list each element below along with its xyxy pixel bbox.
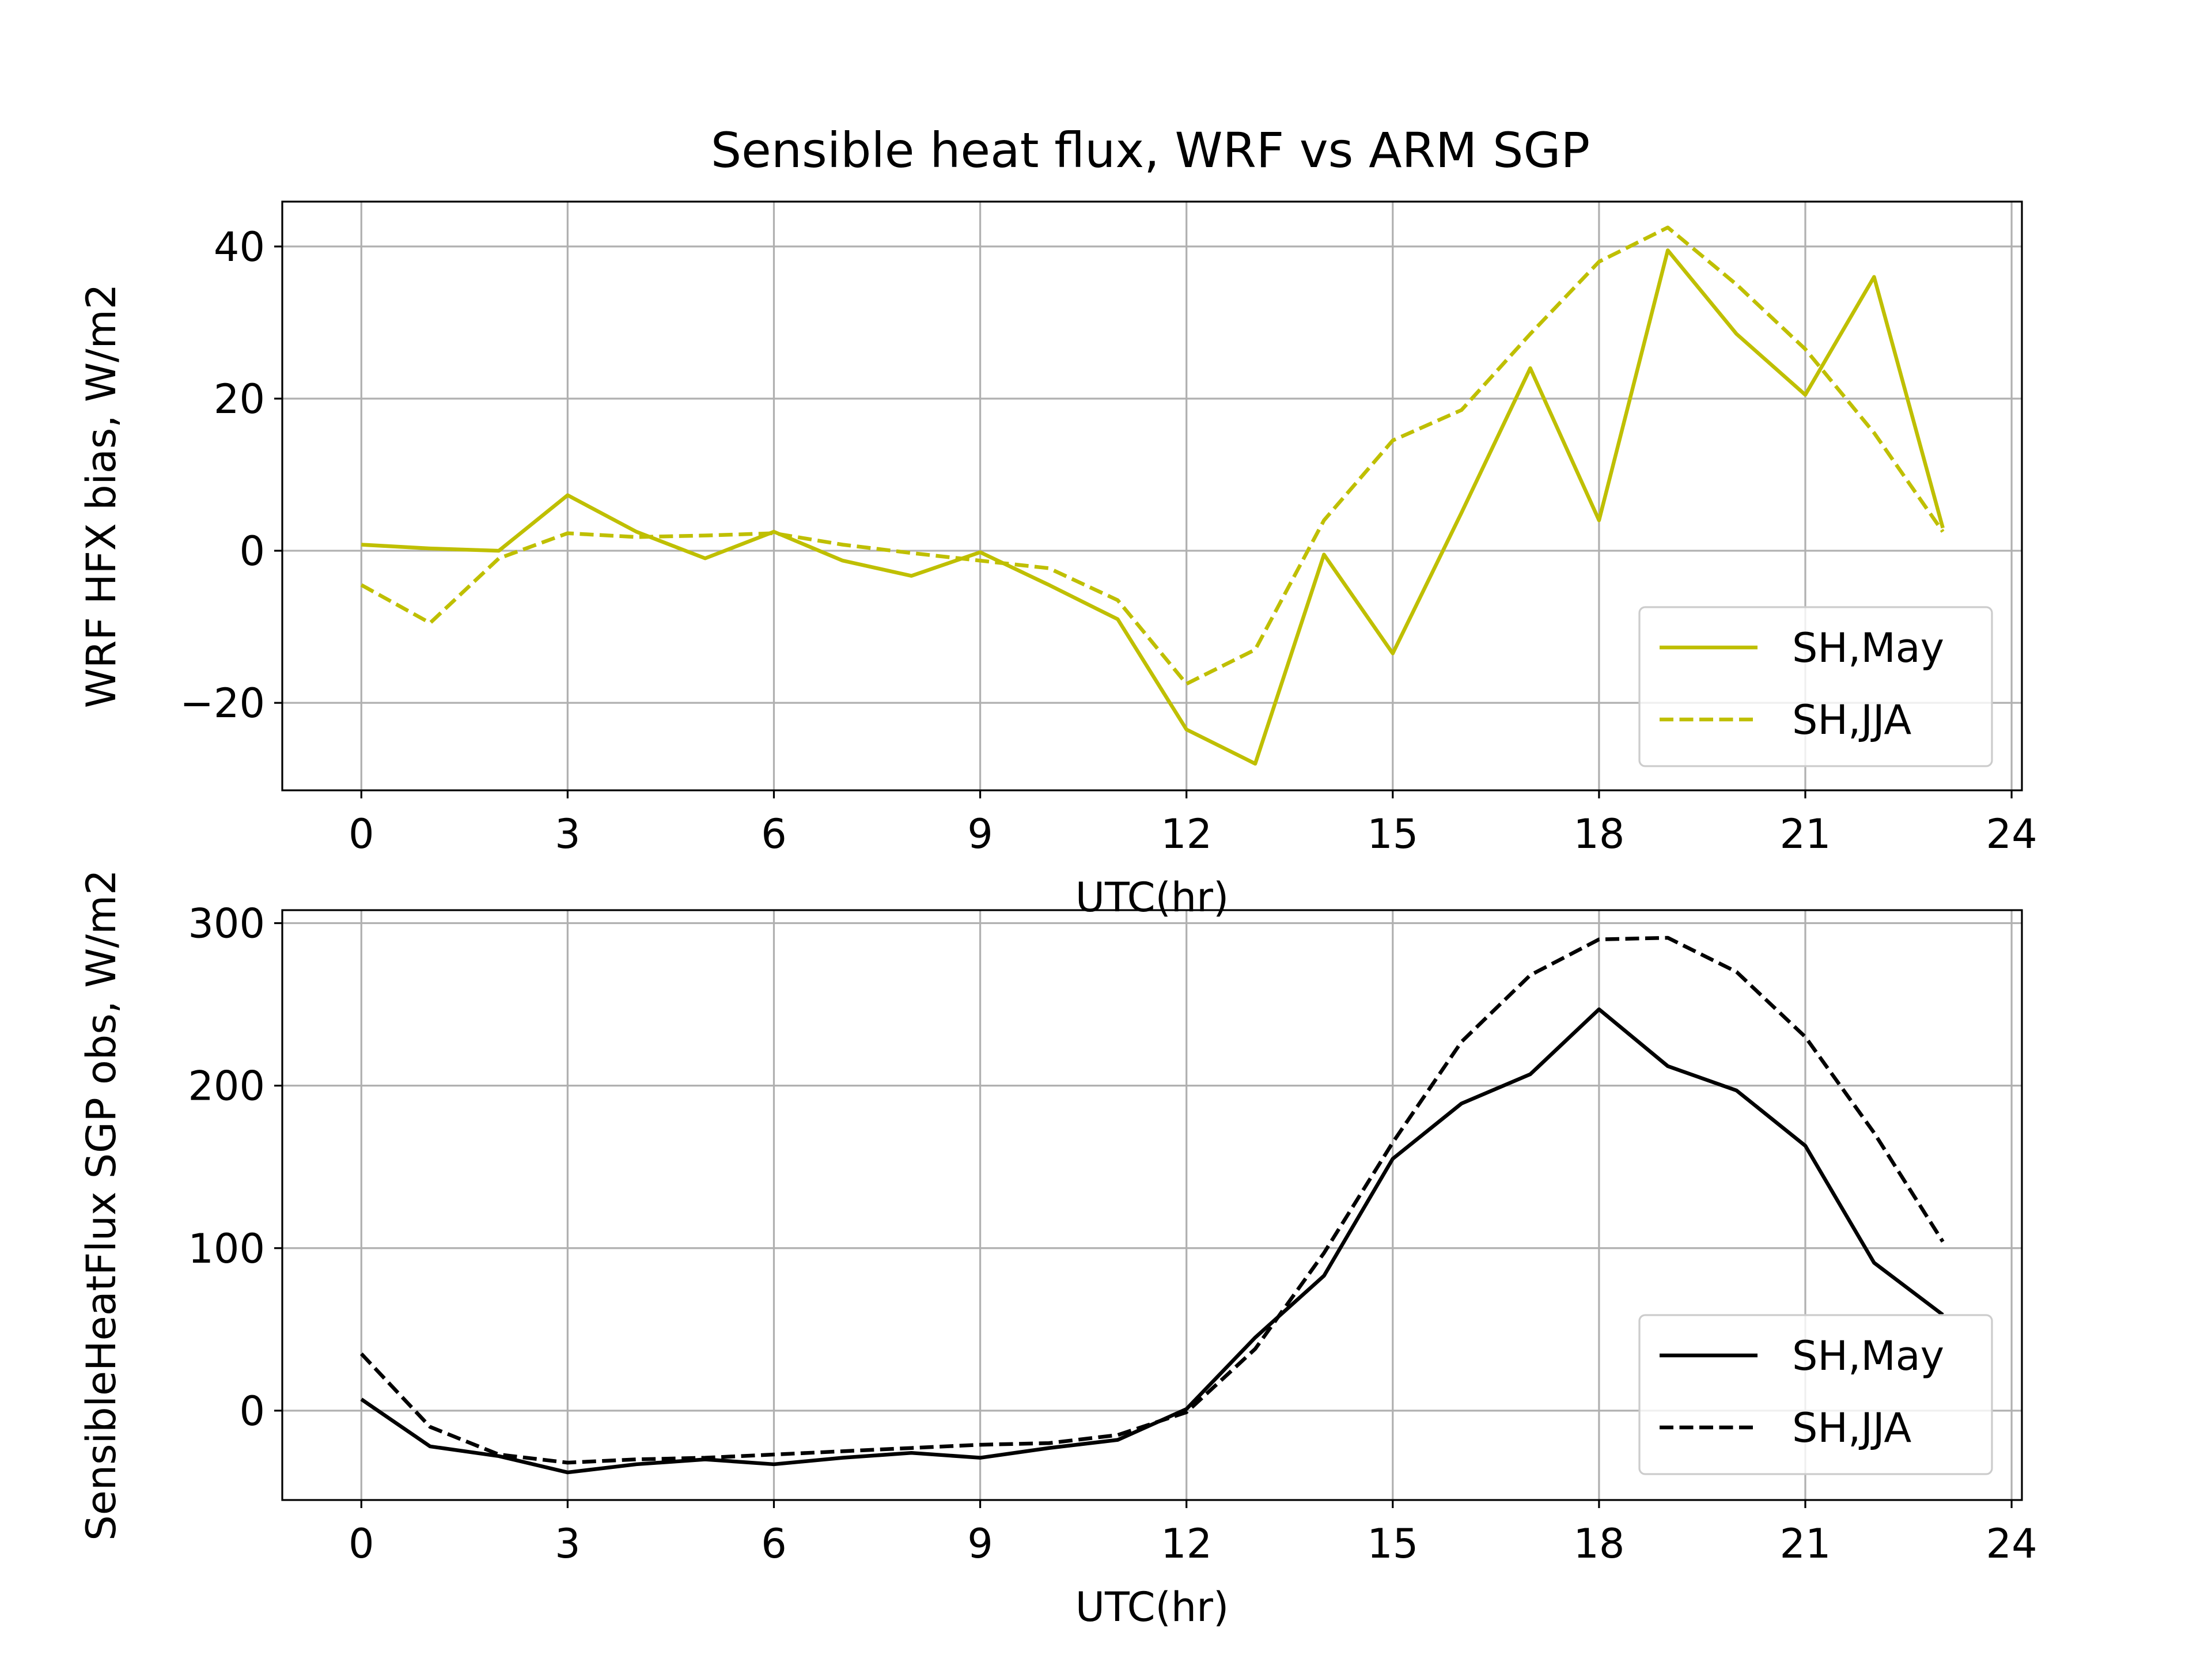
y-axis-label: SensibleHeatFlux SGP obs, W/m2 — [78, 869, 125, 1540]
y-tick-label: 0 — [239, 1388, 265, 1435]
y-tick-label: 200 — [188, 1063, 265, 1110]
x-tick-label: 18 — [1573, 1520, 1624, 1567]
y-tick-label: 40 — [214, 224, 265, 271]
x-tick-label: 21 — [1779, 1520, 1831, 1567]
x-tick-label: 6 — [761, 1520, 787, 1567]
legend-entry-label: SH,JJA — [1792, 696, 1911, 744]
x-tick-label: 9 — [967, 810, 993, 858]
legend: SH,May SH,JJA — [1638, 606, 1993, 767]
x-tick-label: 15 — [1367, 810, 1418, 858]
bias-panel: 0 3 6 9 12 15 18 21 24 −20 0 20 40 UTC(hr) WRF HFX bia… — [78, 200, 2037, 921]
x-tick-label: 0 — [349, 1520, 374, 1567]
x-tick-label: 12 — [1161, 1520, 1212, 1567]
x-tick-label: 15 — [1367, 1520, 1418, 1567]
x-tick-label: 21 — [1779, 810, 1831, 858]
x-tick-label: 12 — [1161, 810, 1212, 858]
axes-frame — [281, 200, 2023, 791]
x-tick-label: 3 — [555, 810, 581, 858]
x-tick-label: 24 — [1986, 1520, 2037, 1567]
x-axis-label: UTC(hr) — [1075, 1584, 1229, 1631]
series-line-solid — [360, 1007, 1944, 1475]
y-tick-label: 20 — [214, 376, 265, 423]
axes-frame — [281, 909, 2023, 1501]
legend-entry-label: SH,May — [1792, 624, 1944, 672]
legend-entry-label: SH,May — [1792, 1332, 1944, 1380]
legend: SH,May SH,JJA — [1638, 1314, 1993, 1475]
legend-entry-label: SH,JJA — [1792, 1404, 1911, 1452]
y-tick-label: 100 — [188, 1225, 265, 1272]
gridlines — [282, 910, 2022, 1500]
x-tick-label: 18 — [1573, 810, 1624, 858]
y-tick-label: 300 — [188, 900, 265, 948]
series-line-dashed — [360, 225, 1945, 686]
x-tick-label: 24 — [1986, 810, 2037, 858]
x-tick-label: 3 — [555, 1520, 581, 1567]
x-tick-label: 0 — [349, 810, 374, 858]
figure-title: Sensible heat flux, WRF vs ARM SGP — [711, 122, 1590, 179]
y-tick-label: 0 — [239, 528, 265, 575]
x-tick-label: 9 — [967, 1520, 993, 1567]
series-line-solid — [361, 248, 1945, 766]
x-axis-label: UTC(hr) — [1075, 874, 1229, 921]
series-line-dashed — [359, 935, 1945, 1465]
x-tick-label: 6 — [761, 810, 787, 858]
y-tick-label: −20 — [180, 680, 265, 727]
obs-panel: 0 3 6 9 12 15 18 21 24 0 100 200 300 UTC(hr) SensibleH… — [78, 869, 2037, 1631]
y-axis-label: WRF HFX bias, W/m2 — [78, 284, 125, 709]
